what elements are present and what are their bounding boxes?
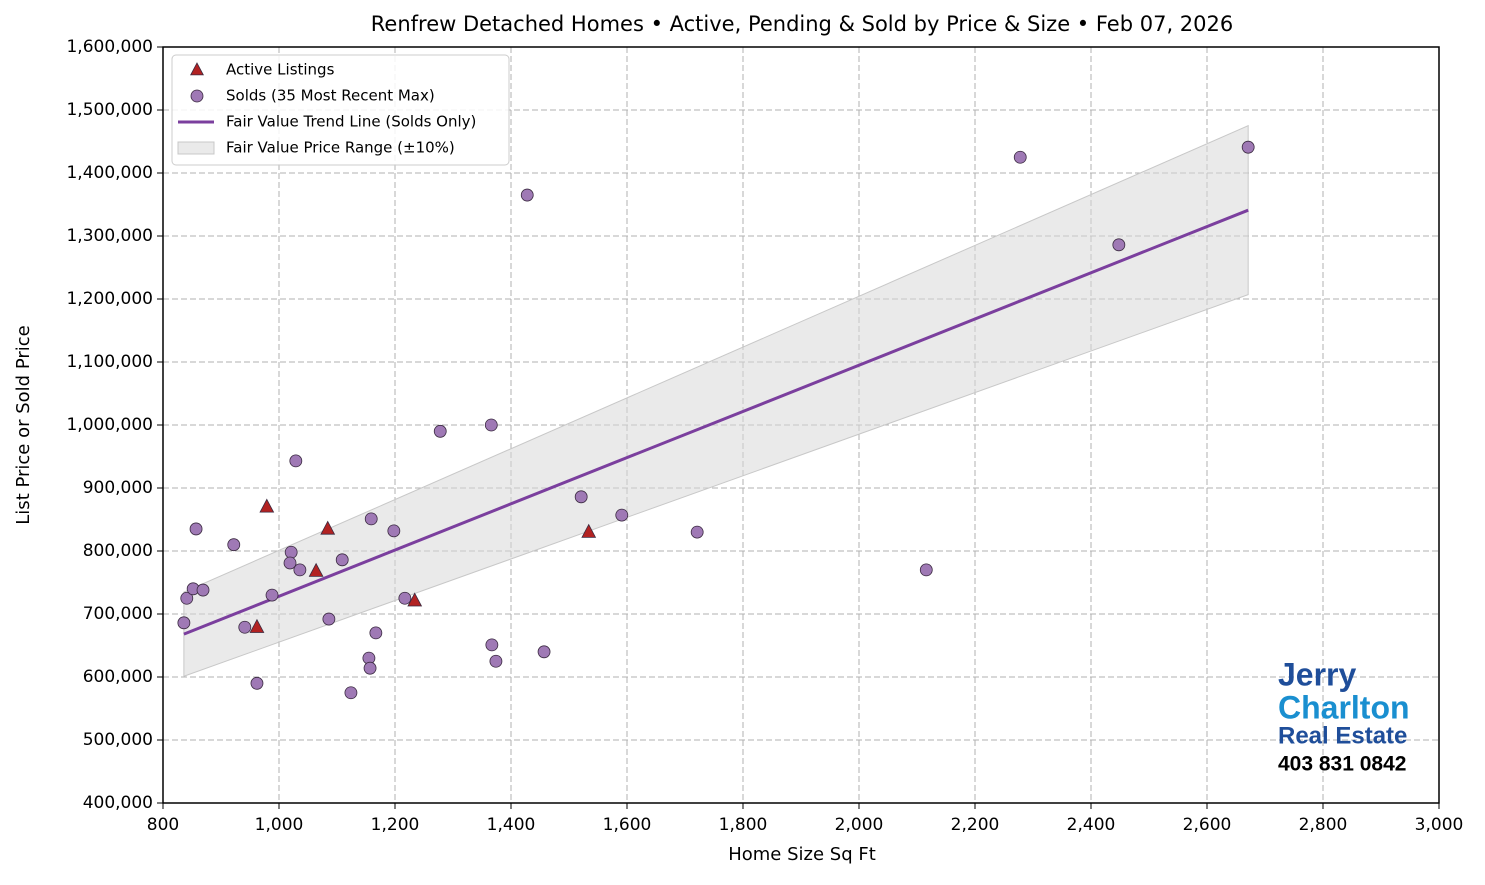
legend-label: Active Listings — [226, 61, 335, 79]
y-tick-label: 700,000 — [83, 604, 153, 624]
data-point — [1112, 238, 1126, 252]
x-tick-label: 1,600 — [603, 815, 652, 835]
legend-box — [171, 54, 510, 166]
x-tick-label: 2,600 — [1183, 815, 1232, 835]
data-point — [344, 686, 358, 700]
data-point — [398, 591, 412, 605]
y-tick-label: 1,200,000 — [66, 289, 153, 309]
y-tick-label: 1,100,000 — [66, 352, 153, 372]
y-tick-label: 500,000 — [83, 730, 153, 750]
y-tick-label: 800,000 — [83, 541, 153, 561]
data-point — [919, 563, 933, 577]
data-point — [489, 654, 503, 668]
data-point — [364, 512, 378, 526]
y-tick-label: 600,000 — [83, 667, 153, 687]
data-point — [369, 626, 383, 640]
data-point — [387, 524, 401, 538]
data-point — [484, 418, 498, 432]
plot-frame — [162, 46, 1440, 804]
y-tick-label: 400,000 — [83, 793, 153, 813]
y-tick-label: 1,600,000 — [66, 37, 153, 57]
data-point — [1241, 140, 1255, 154]
y-tick-label: 1,400,000 — [66, 163, 153, 183]
x-tick-label: 2,800 — [1299, 815, 1348, 835]
x-tick-label: 1,000 — [255, 815, 304, 835]
data-point — [335, 553, 349, 567]
trend-line — [183, 208, 1249, 636]
chart-title: Renfrew Detached Homes • Active, Pending… — [371, 12, 1234, 36]
data-point — [293, 563, 307, 577]
data-point — [574, 490, 588, 504]
data-point — [284, 545, 298, 559]
x-tick-label: 2,200 — [951, 815, 1000, 835]
x-tick-label: 1,400 — [487, 815, 536, 835]
data-point — [363, 661, 377, 675]
data-point — [250, 676, 264, 690]
data-point — [238, 620, 252, 634]
legend-marker — [177, 141, 215, 155]
data-point — [259, 498, 275, 513]
data-point — [690, 525, 704, 539]
x-tick-label: 1,800 — [719, 815, 768, 835]
y-tick-label: 1,300,000 — [66, 226, 153, 246]
data-point — [265, 588, 279, 602]
x-tick-label: 2,400 — [1067, 815, 1116, 835]
data-point — [289, 454, 303, 468]
x-tick-label: 2,000 — [835, 815, 884, 835]
data-point — [180, 591, 194, 605]
y-tick-label: 900,000 — [83, 478, 153, 498]
data-point — [581, 523, 597, 538]
data-point — [433, 424, 447, 438]
data-point — [177, 616, 191, 630]
data-point — [615, 508, 629, 522]
logo-text: Real Estate — [1278, 722, 1407, 749]
data-point — [320, 520, 336, 535]
data-point — [249, 618, 265, 633]
legend-label: Fair Value Trend Line (Solds Only) — [226, 113, 476, 131]
y-tick-label: 1,500,000 — [66, 100, 153, 120]
data-point — [537, 645, 551, 659]
legend-label: Solds (35 Most Recent Max) — [226, 87, 435, 105]
legend-label: Fair Value Price Range (±10%) — [226, 139, 455, 157]
logo: Jerry Charlton Real Estate 403 831 0842 — [1278, 656, 1410, 775]
data-point — [189, 522, 203, 536]
legend-marker — [190, 62, 204, 76]
data-point — [322, 612, 336, 626]
logo-text: Charlton — [1278, 689, 1410, 725]
data-point — [196, 583, 210, 597]
data-point — [227, 538, 241, 552]
data-point — [407, 592, 423, 607]
legend: Active Listings Solds (35 Most Recent Max… — [171, 54, 510, 166]
data-point — [485, 638, 499, 652]
y-tick-label: 1,000,000 — [66, 415, 153, 435]
x-tick-label: 3,000 — [1415, 815, 1464, 835]
y-axis-label: List Price or Sold Price — [13, 325, 34, 524]
x-axis-label: Home Size Sq Ft — [728, 844, 876, 865]
data-point — [283, 556, 297, 570]
data-point — [520, 188, 534, 202]
legend-marker — [190, 89, 204, 103]
data-point — [308, 562, 324, 577]
logo-text: Jerry — [1278, 656, 1357, 692]
x-tick-label: 1,200 — [371, 815, 420, 835]
logo-text: 403 831 0842 — [1278, 753, 1406, 776]
data-point — [1013, 150, 1027, 164]
x-tick-label: 800 — [147, 815, 179, 835]
